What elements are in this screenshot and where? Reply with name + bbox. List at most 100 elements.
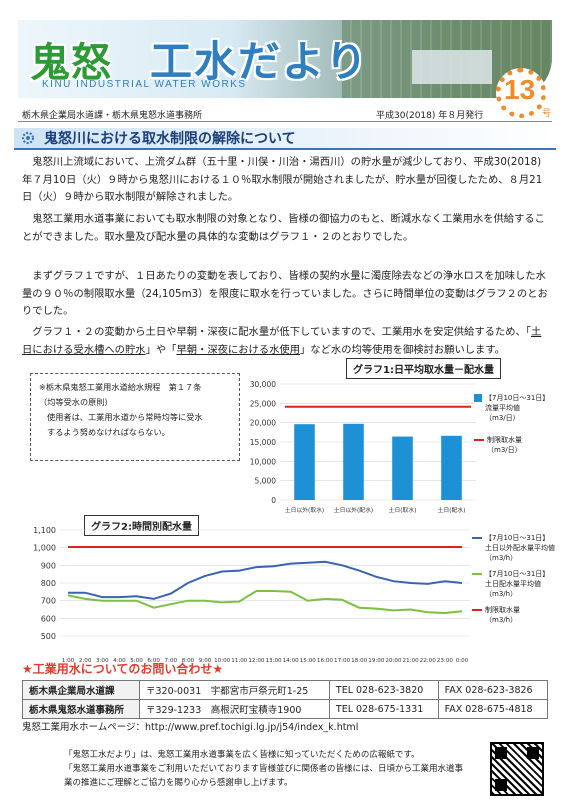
- x-tick-label: 20:00: [385, 658, 402, 664]
- x-tick-label: 22:00: [420, 658, 437, 664]
- legend-green-label-2: 土日配水量平均値: [485, 580, 541, 588]
- y-tick-label: 600: [41, 614, 56, 623]
- paragraph-4-text-b: 」や「: [145, 343, 177, 356]
- graph1-chart: 0 5,000 10,000 15,000 20,000 25,000 30,000 土日以外…: [250, 380, 476, 514]
- footer-line-1: 「鬼怒工水だより」は、鬼怒工業用水道事業を広く皆様に知っていただくための広報紙で…: [64, 750, 420, 760]
- x-tick-label: 7:00: [165, 658, 178, 664]
- footer-note: 「鬼怒工水だより」は、鬼怒工業用水道事業を広く皆様に知っていただくための広報紙で…: [64, 748, 470, 790]
- contact-org: 栃木県鬼怒水道事務所: [22, 699, 140, 719]
- y-tick-label: 900: [41, 561, 56, 570]
- y-tick-label: 500: [41, 632, 56, 641]
- legend-green-label-3: （m3/h）: [485, 590, 518, 598]
- x-tick-label: 3:00: [96, 658, 109, 664]
- legend-bar-label-3: （m3/日）: [485, 414, 520, 422]
- x-tick-label: 6:00: [147, 658, 160, 664]
- paragraph-2: 鬼怒工業用水道事業においても取水制限の対象となり、皆様の御協力のもと、断減水なく…: [22, 213, 545, 243]
- contact-address: 〒329-1233 高根沢町宝積寺1900: [139, 699, 330, 719]
- paragraph-4-underline-2: 早朝・深夜における水使用: [176, 343, 301, 356]
- section-title: 鬼怒川における取水制限の解除について: [44, 131, 296, 147]
- legend-line-swatch: [474, 439, 484, 441]
- legend-red-label-1: 制限取水量: [485, 606, 520, 614]
- x-tick-label: 土日(取水): [389, 506, 417, 514]
- legend-bar-label-1: 【7月10日～31日】: [485, 394, 550, 402]
- issue-number: 13: [504, 74, 536, 105]
- x-tick-label: 11:00: [231, 658, 248, 664]
- x-tick-label: 10:00: [214, 658, 231, 664]
- x-tick-label: 2:00: [79, 658, 92, 664]
- building-image: [412, 50, 492, 84]
- table-row: 栃木県企業局水道課 〒320-0031 宇都宮市戸祭元町1-25 TEL 028…: [22, 680, 549, 700]
- paragraph-4-underline-1: 土日における受水槽への貯水: [22, 326, 542, 356]
- y-tick-label: 1,000: [33, 544, 56, 553]
- paragraph-4: グラフ１・２の変動から土日や早朝・深夜に配水量が低下していますので、工業用水を安…: [22, 324, 548, 359]
- issue-badge: 13 号: [490, 64, 554, 126]
- x-tick-label: 15:00: [300, 658, 317, 664]
- legend-blue-swatch: [472, 537, 482, 539]
- series-line: [67, 590, 463, 615]
- regulation-note-box: ※栃木県鬼怒工業用水道給水規程 第１７条 （均等受水の原則） 使用者は、工業用水…: [30, 373, 240, 461]
- x-tick-label: 8:00: [182, 658, 195, 664]
- contact-table: 栃木県企業局水道課 〒320-0031 宇都宮市戸祭元町1-25 TEL 028…: [22, 680, 549, 719]
- bar: [294, 424, 315, 500]
- legend-green-label-1: 【7月10日～31日】: [485, 570, 550, 578]
- graph1-title: グラフ1:日平均取水量－配水量: [346, 358, 501, 379]
- x-tick-label: 12:00: [248, 658, 265, 664]
- legend-blue-label-3: （m3/h）: [485, 554, 518, 562]
- series-line: [68, 560, 463, 600]
- contact-tel: TEL 028-675-1331: [328, 699, 439, 719]
- x-tick-label: 9:00: [199, 658, 212, 664]
- x-tick-label: 0:00: [456, 658, 469, 664]
- qr-code[interactable]: [490, 742, 544, 796]
- y-tick-label: 0: [271, 496, 276, 505]
- divider: [18, 121, 552, 122]
- paragraph-1: 鬼怒川上流域において、上流ダム群（五十里・川俣・川治・湯西川）の貯水量が減少して…: [22, 156, 543, 203]
- contact-address: 〒320-0031 宇都宮市戸祭元町1-25: [139, 680, 330, 700]
- title-oni: 鬼怒: [30, 40, 112, 86]
- contact-org: 栃木県企業局水道課: [22, 680, 140, 700]
- contact-title-text: 工業用水についてのお問い合わせ: [32, 662, 213, 676]
- x-tick-label: 16:00: [317, 658, 334, 664]
- y-tick-label: 25,000: [250, 399, 276, 408]
- header-banner-photo: [18, 20, 552, 98]
- note-line-4: するよう努めなければならない。: [47, 427, 170, 437]
- graph1-legend: 【7月10日～31日】 流量平均値 （m3/日） 制限取水量 （m3/日）: [474, 393, 564, 455]
- star-icon: ★: [212, 662, 224, 676]
- y-tick-label: 700: [41, 597, 56, 606]
- bar: [441, 435, 462, 500]
- header: 鬼怒 工水だより KINU INDUSTRIAL WATER WORKS 13 …: [0, 0, 570, 119]
- gear-icon: [496, 68, 546, 118]
- y-tick-label: 30,000: [250, 380, 276, 389]
- homepage-link[interactable]: 鬼怒工業用水ホームページ：http://www.pref.tochigi.lg.…: [22, 722, 359, 733]
- section-heading: 鬼怒川における取水制限の解除について: [14, 128, 556, 150]
- x-tick-label: 4:00: [113, 658, 126, 664]
- contact-fax: FAX 028-623-3826: [437, 680, 549, 700]
- x-tick-label: 土日以外(配水): [334, 506, 373, 514]
- y-tick-label: 15,000: [250, 438, 276, 447]
- gear-icon: [21, 131, 35, 145]
- paragraph-4-text-c: 」など水の均等使用を御検討お願いします。: [300, 343, 505, 356]
- graph2-chart: 500 600 700 800 900 1,000 1,100 1:00 2:00 3:00 4:0…: [33, 526, 470, 664]
- star-icon: ★: [22, 662, 33, 676]
- x-tick-label: 18:00: [351, 658, 368, 664]
- bar: [392, 436, 413, 500]
- legend-line-label-2: （m3/日）: [487, 446, 522, 454]
- x-tick-label: 5:00: [130, 658, 143, 664]
- legend-green-swatch: [472, 573, 482, 575]
- newsletter-title: 工水だより: [150, 37, 370, 86]
- legend-blue-label-1: 【7月10日～31日】: [485, 534, 550, 542]
- contact-title: ★工業用水についてのお問い合わせ★: [22, 660, 223, 677]
- y-tick-label: 5,000: [255, 477, 277, 486]
- graph2-legend: 【7月10日～31日】 土日以外配水量平均値 （m3/h） 【7月10日～31日…: [472, 533, 564, 625]
- legend-red-label-2: （m3/h）: [485, 616, 518, 624]
- table-row: 栃木県鬼怒水道事務所 〒329-1233 高根沢町宝積寺1900 TEL 028…: [22, 699, 549, 719]
- x-tick-label: 13:00: [266, 658, 283, 664]
- legend-line-label-1: 制限取水量: [487, 436, 522, 444]
- paragraph-3: まずグラフ１ですが、１日あたりの変動を表しており、皆様の契約水量に濁度除去などの…: [22, 270, 548, 317]
- x-tick-label: 土日以外(取水): [285, 506, 324, 514]
- x-tick-label: 23:00: [437, 658, 454, 664]
- y-tick-label: 1,100: [33, 526, 56, 535]
- publication-date: 平成30(2018) 年８月発行: [376, 111, 484, 121]
- contact-tel: TEL 028-623-3820: [328, 680, 439, 700]
- note-line-1: ※栃木県鬼怒工業用水道給水規程 第１７条: [39, 382, 202, 392]
- bar: [343, 423, 364, 500]
